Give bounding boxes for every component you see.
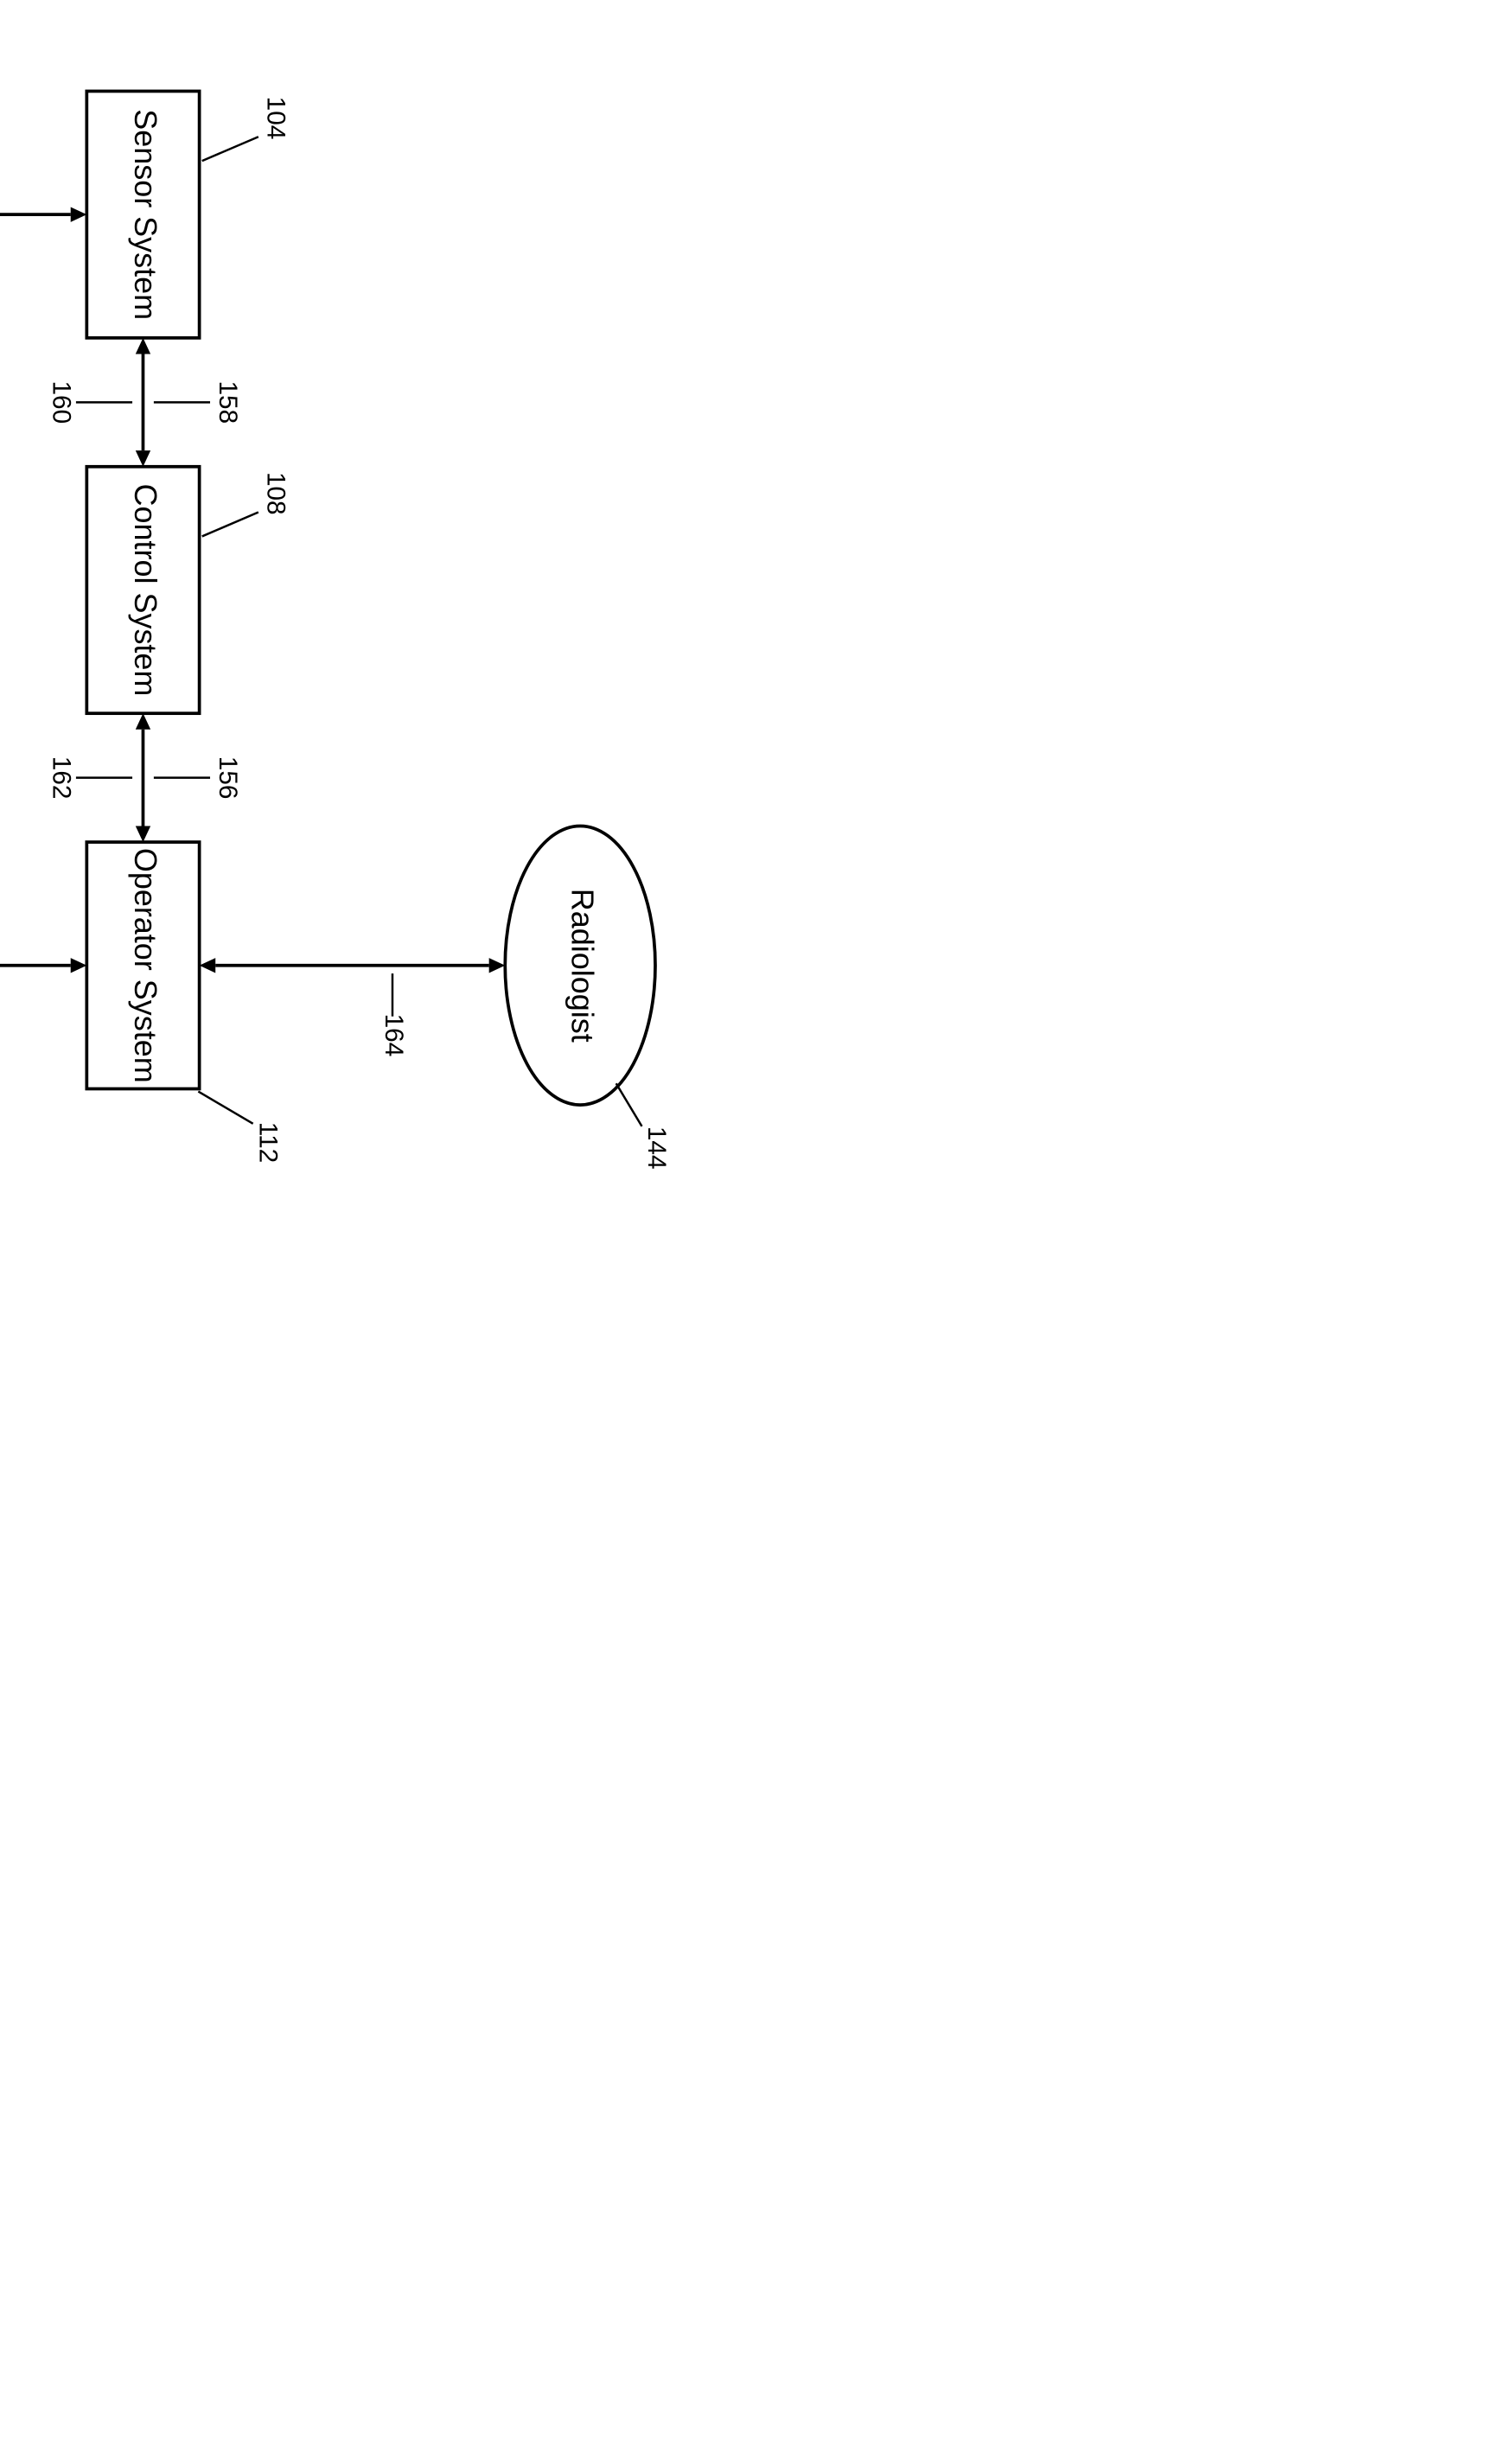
ref-label: 162 [47,756,75,800]
node-label: Radiologist [565,889,601,1043]
ref-label: 108 [262,472,290,515]
ref-label: 160 [47,380,75,424]
ref-label: 144 [642,1126,671,1170]
ref-label: 164 [380,1014,408,1057]
ref-label: 156 [214,756,242,800]
diagram-canvas: Sensor System Control System Operator Syst… [0,0,1512,1512]
node-label: Control System [128,484,163,697]
ref-label: 158 [214,380,242,424]
ref-label: 112 [253,1122,282,1163]
ref-label: 104 [262,97,290,140]
background [0,0,762,1512]
node-label: Sensor System [128,109,163,320]
node-label: Operator System [128,848,163,1083]
